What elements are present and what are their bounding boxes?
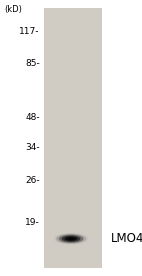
Ellipse shape — [54, 233, 88, 245]
Text: 26-: 26- — [25, 176, 40, 185]
Text: 85-: 85- — [25, 59, 40, 68]
Text: (kD): (kD) — [4, 5, 22, 14]
Ellipse shape — [59, 235, 83, 243]
Text: 48-: 48- — [25, 113, 40, 122]
Bar — [44, 8, 102, 268]
Ellipse shape — [62, 235, 80, 242]
Ellipse shape — [64, 237, 78, 241]
Text: 34-: 34- — [25, 143, 40, 152]
Text: 19-: 19- — [25, 218, 40, 227]
Text: LMO4: LMO4 — [111, 232, 142, 245]
Text: 117-: 117- — [19, 27, 40, 36]
Ellipse shape — [56, 234, 86, 244]
Ellipse shape — [67, 237, 75, 240]
